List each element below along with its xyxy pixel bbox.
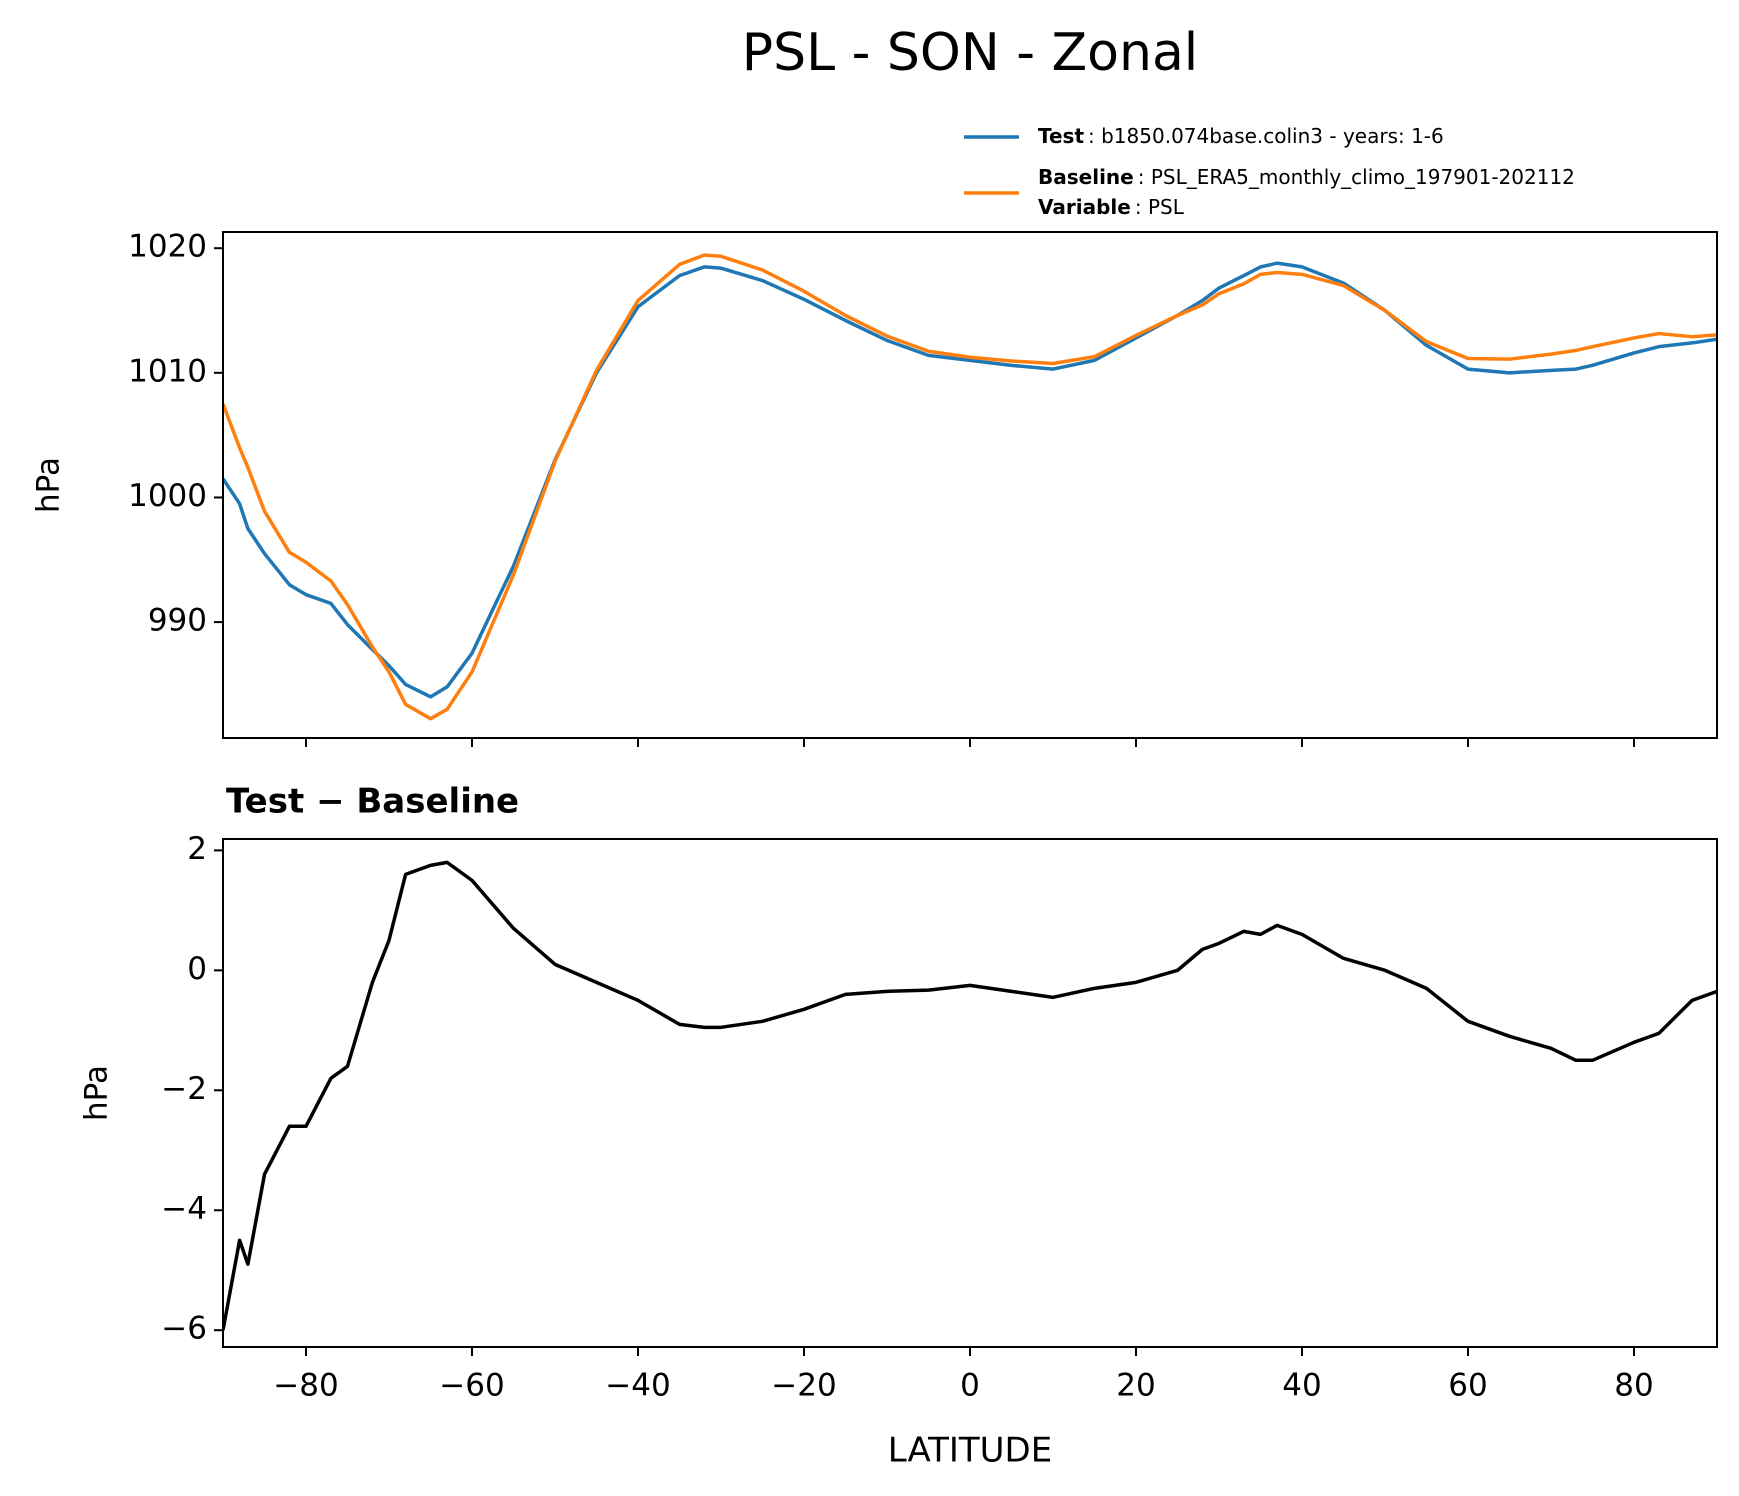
y-tick-label: −6	[161, 1311, 207, 1347]
x-tick-label: −20	[771, 1368, 836, 1404]
data-line	[223, 253, 1717, 721]
y-tick-label: 2	[187, 831, 207, 867]
legend-note: Variable: PSL	[1038, 195, 1185, 219]
y-tick-label: 1010	[128, 353, 207, 389]
x-tick-label: −60	[439, 1368, 504, 1404]
y-tick-label: 0	[187, 951, 207, 987]
x-axis-label: LATITUDE	[888, 1431, 1052, 1471]
y-axis-label: hPa	[31, 457, 67, 513]
x-tick-label: 80	[1614, 1368, 1653, 1404]
x-tick-label: −40	[605, 1368, 670, 1404]
y-tick-label: 990	[148, 603, 207, 639]
axes-frame	[222, 838, 1718, 1348]
x-tick-label: 40	[1282, 1368, 1321, 1404]
y-tick-label: −2	[161, 1071, 207, 1107]
legend-note-description: : PSL	[1135, 195, 1185, 219]
y-tick-label: −4	[161, 1191, 207, 1227]
data-line	[223, 261, 1717, 699]
axes-frame	[222, 231, 1718, 739]
legend-label: Baseline: PSL_ERA5_monthly_climo_197901-…	[1038, 165, 1575, 189]
legend-label: Test: b1850.074base.colin3 - years: 1-6	[1038, 124, 1444, 148]
x-tick-label: 0	[960, 1368, 980, 1404]
legend-description: : PSL_ERA5_monthly_climo_197901-202112	[1138, 165, 1575, 189]
y-axis-label: hPa	[79, 1065, 115, 1121]
x-tick-label: −80	[273, 1368, 338, 1404]
y-tick-label: 1000	[128, 478, 207, 514]
y-tick-label: 1020	[128, 229, 207, 265]
x-tick-label: 20	[1116, 1368, 1155, 1404]
data-line	[223, 860, 1717, 1331]
legend-name: Test	[1038, 124, 1084, 148]
legend-name: Baseline	[1038, 165, 1134, 189]
figure-title: PSL - SON - Zonal	[742, 23, 1199, 83]
subplot-title: Test − Baseline	[226, 782, 519, 822]
legend-description: : b1850.074base.colin3 - years: 1-6	[1088, 124, 1444, 148]
legend-note-name: Variable	[1038, 195, 1131, 219]
x-tick-label: 60	[1448, 1368, 1487, 1404]
